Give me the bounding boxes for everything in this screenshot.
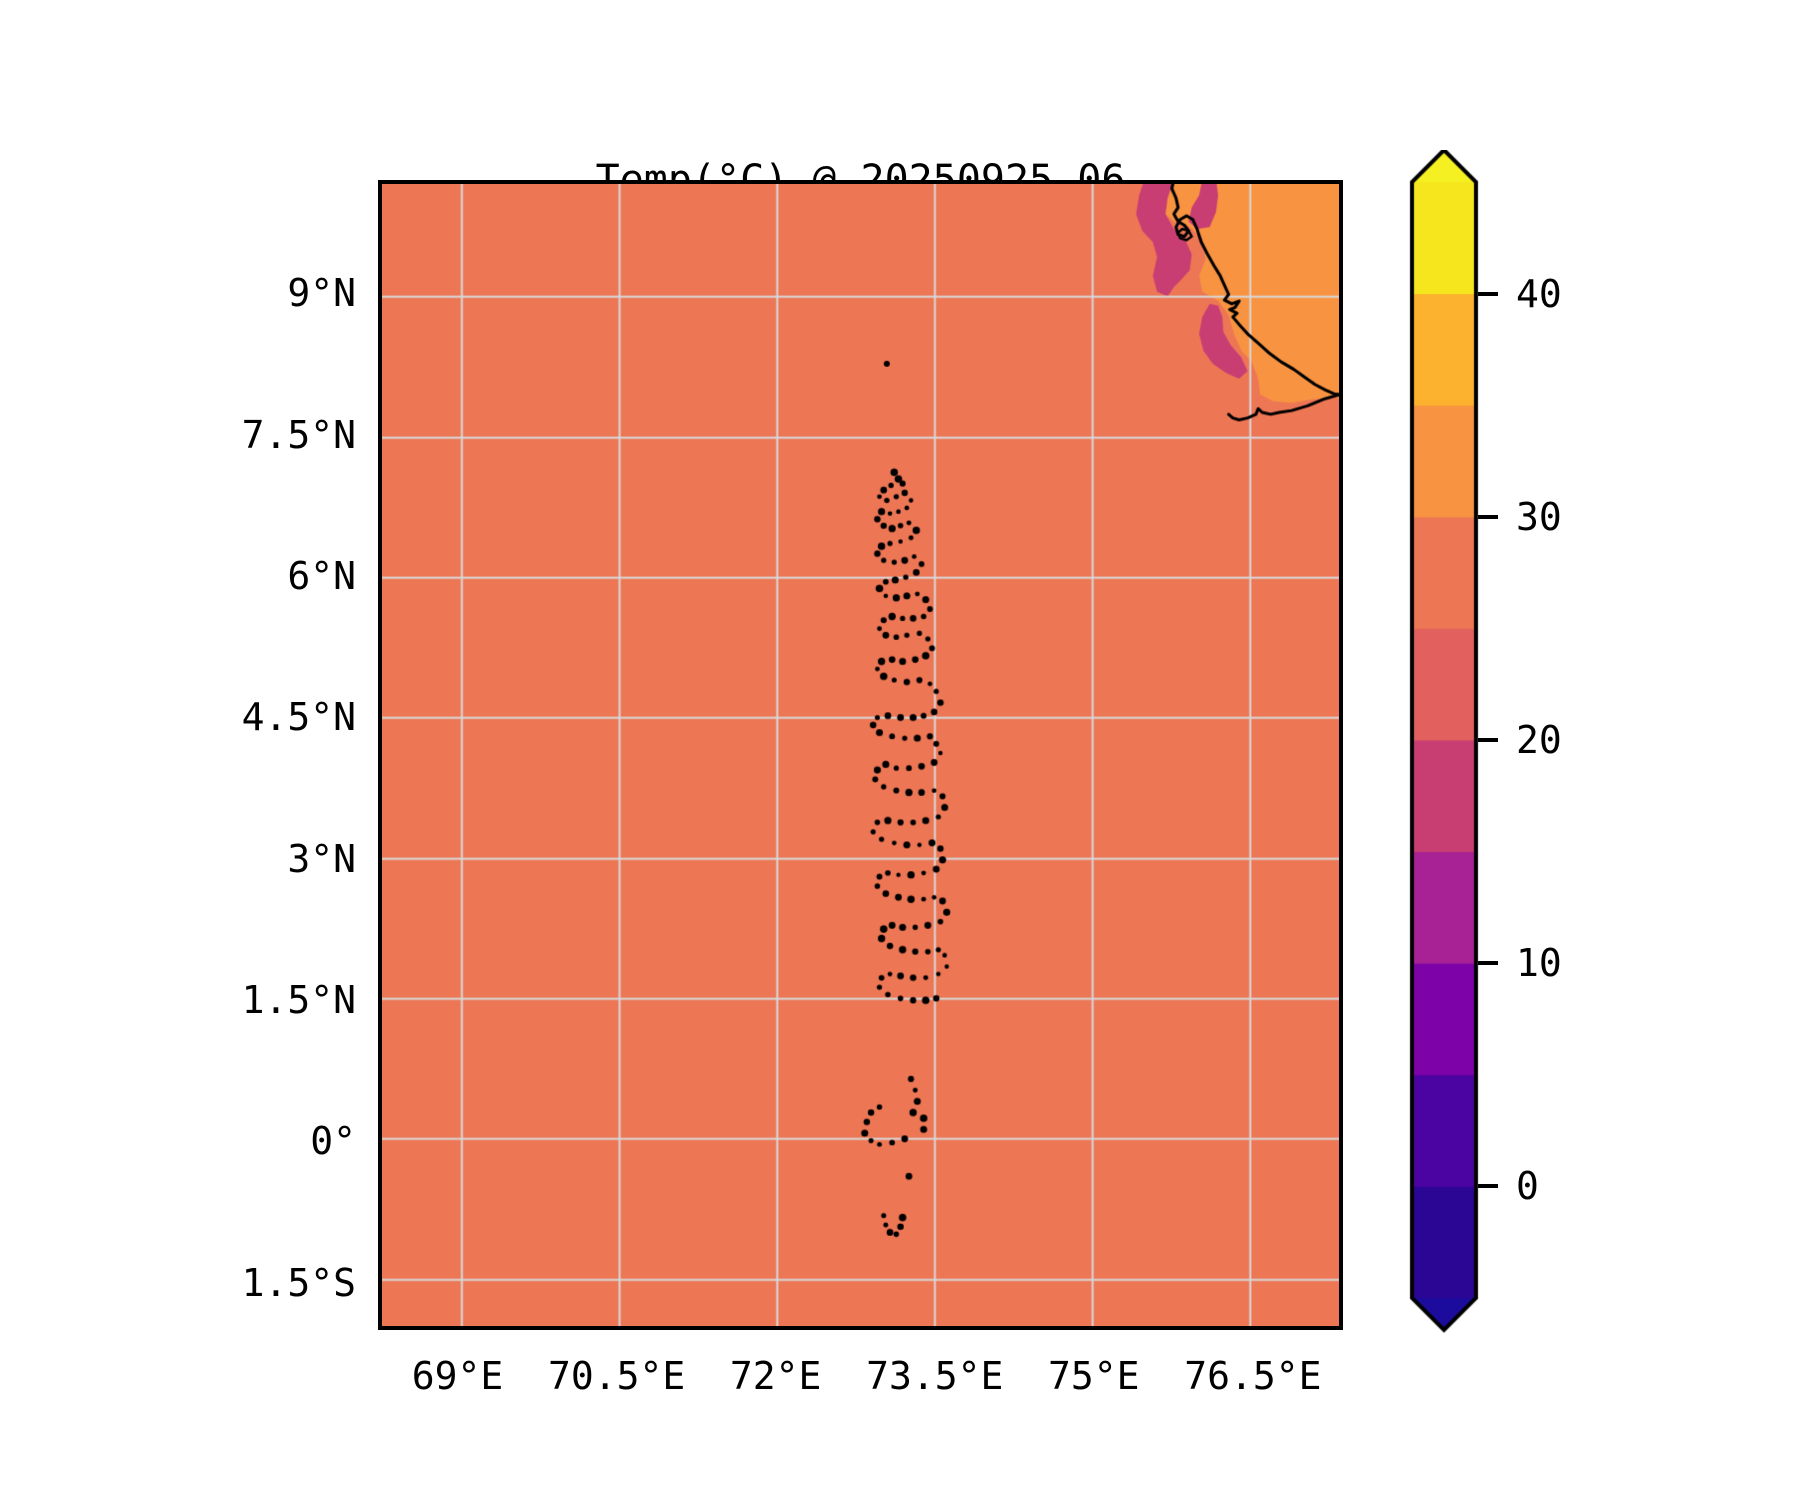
latitude-tick-label: 4.5°N [242, 698, 356, 736]
colorbar-tick-mark [1478, 515, 1498, 519]
colorbar-tick-label: 0 [1516, 1167, 1539, 1205]
colorbar-gradient [1398, 150, 1490, 1336]
colorbar-tick-label: 30 [1516, 498, 1562, 536]
longitude-tick-label: 76.5°E [1184, 1357, 1321, 1395]
latitude-tick-label: 9°N [287, 274, 356, 312]
colorbar-tick-mark [1478, 292, 1498, 296]
longitude-tick-label: 69°E [412, 1357, 504, 1395]
latitude-tick-label: 3°N [287, 840, 356, 878]
latitude-tick-label: 0° [310, 1122, 356, 1160]
latitude-tick-label: 1.5°S [242, 1264, 356, 1302]
temperature-map-axes[interactable] [378, 180, 1343, 1330]
colorbar-tick-mark [1478, 961, 1498, 965]
latitude-tick-label: 6°N [287, 557, 356, 595]
latitude-tick-label: 7.5°N [242, 416, 356, 454]
temperature-heatmap [382, 184, 1339, 1326]
figure-canvas: Temp(°C) @ 20250925_06 Simulation Time: … [0, 0, 1800, 1500]
longitude-tick-label: 73.5°E [866, 1357, 1003, 1395]
longitude-tick-label: 72°E [730, 1357, 822, 1395]
longitude-tick-label: 70.5°E [548, 1357, 685, 1395]
colorbar-tick-label: 10 [1516, 944, 1562, 982]
longitude-tick-label: 75°E [1048, 1357, 1140, 1395]
colorbar-tick-label: 20 [1516, 721, 1562, 759]
colorbar-tick-label: 40 [1516, 275, 1562, 313]
latitude-tick-label: 1.5°N [242, 981, 356, 1019]
colorbar[interactable] [1412, 182, 1476, 1298]
colorbar-tick-mark [1478, 738, 1498, 742]
colorbar-tick-mark [1478, 1184, 1498, 1188]
